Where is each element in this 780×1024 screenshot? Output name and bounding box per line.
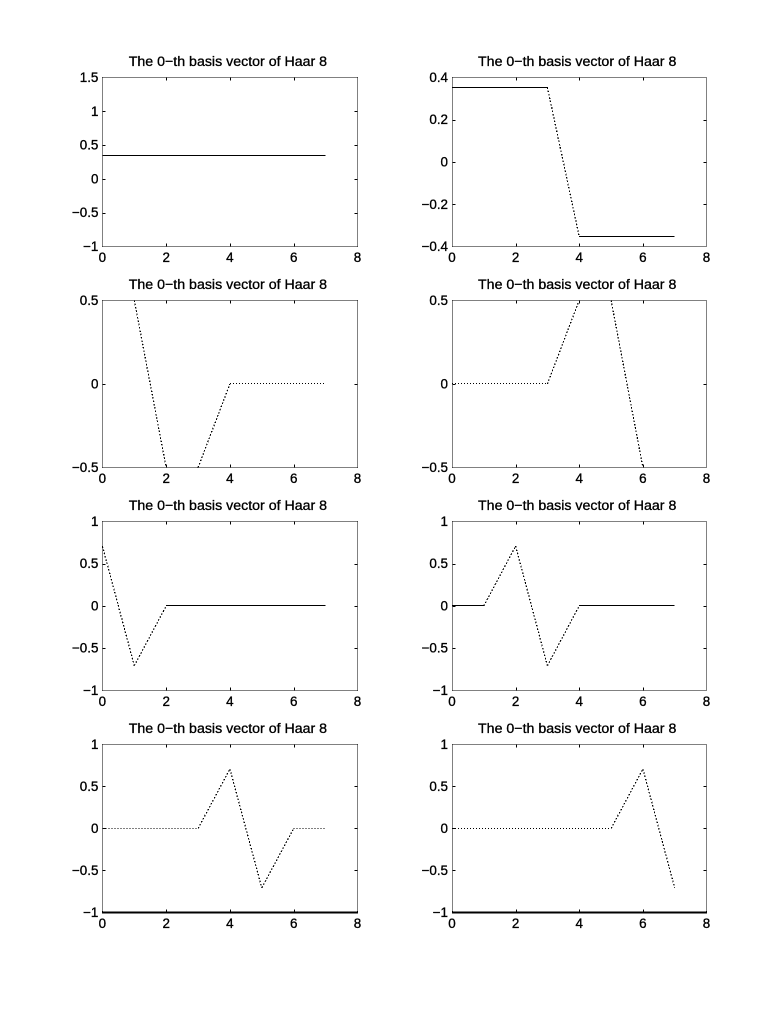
svg-text:1: 1	[91, 104, 98, 119]
svg-text:The 0−th basis vector of Haar: The 0−th basis vector of Haar 8	[129, 498, 327, 514]
svg-text:6: 6	[639, 471, 646, 486]
svg-text:2: 2	[512, 250, 519, 265]
svg-text:0.2: 0.2	[429, 112, 448, 127]
svg-text:−1: −1	[83, 683, 98, 698]
svg-text:8: 8	[354, 250, 361, 265]
svg-text:1.5: 1.5	[80, 70, 99, 85]
svg-text:8: 8	[354, 471, 361, 486]
svg-text:0: 0	[448, 916, 455, 931]
svg-text:4: 4	[226, 916, 234, 931]
svg-text:0: 0	[441, 376, 448, 391]
svg-text:The 0−th basis vector of Haar: The 0−th basis vector of Haar 8	[129, 54, 327, 70]
svg-text:−1: −1	[433, 683, 448, 698]
svg-text:−0.5: −0.5	[422, 460, 448, 475]
svg-text:0.5: 0.5	[80, 779, 99, 794]
svg-text:−0.5: −0.5	[72, 205, 98, 220]
svg-text:0.5: 0.5	[429, 779, 448, 794]
svg-text:8: 8	[703, 471, 710, 486]
svg-text:0.4: 0.4	[429, 70, 448, 85]
svg-text:The 0−th basis vector of Haar: The 0−th basis vector of Haar 8	[478, 277, 676, 293]
svg-text:2: 2	[162, 471, 169, 486]
svg-text:0: 0	[448, 694, 455, 709]
svg-text:1: 1	[441, 514, 448, 529]
svg-text:−1: −1	[83, 905, 98, 920]
svg-text:−0.5: −0.5	[72, 460, 98, 475]
svg-text:4: 4	[226, 694, 234, 709]
svg-text:−0.5: −0.5	[422, 641, 448, 656]
svg-text:8: 8	[354, 694, 361, 709]
svg-text:The 0−th basis vector of Haar: The 0−th basis vector of Haar 8	[478, 54, 676, 70]
svg-text:4: 4	[226, 250, 234, 265]
svg-text:6: 6	[290, 471, 297, 486]
svg-text:6: 6	[639, 250, 646, 265]
svg-text:2: 2	[162, 250, 169, 265]
svg-text:0.5: 0.5	[429, 293, 448, 308]
svg-text:0: 0	[91, 376, 98, 391]
svg-text:1: 1	[91, 514, 98, 529]
svg-text:0.5: 0.5	[429, 556, 448, 571]
svg-text:The 0−th basis vector of Haar: The 0−th basis vector of Haar 8	[478, 498, 676, 514]
svg-text:6: 6	[290, 916, 297, 931]
svg-text:−0.2: −0.2	[422, 197, 448, 212]
svg-text:4: 4	[575, 916, 583, 931]
svg-text:The 0−th basis vector of Haar: The 0−th basis vector of Haar 8	[129, 721, 327, 737]
svg-text:4: 4	[575, 694, 583, 709]
svg-text:−0.5: −0.5	[72, 863, 98, 878]
svg-text:0: 0	[99, 250, 106, 265]
svg-text:2: 2	[512, 694, 519, 709]
svg-text:−0.5: −0.5	[422, 863, 448, 878]
svg-text:8: 8	[703, 694, 710, 709]
svg-text:6: 6	[290, 694, 297, 709]
svg-text:0: 0	[448, 471, 455, 486]
svg-text:0: 0	[448, 250, 455, 265]
svg-text:0.5: 0.5	[80, 293, 99, 308]
svg-text:−1: −1	[83, 239, 98, 254]
svg-text:8: 8	[354, 916, 361, 931]
svg-text:8: 8	[703, 916, 710, 931]
svg-text:0.5: 0.5	[80, 138, 99, 153]
svg-text:2: 2	[162, 916, 169, 931]
svg-text:4: 4	[226, 471, 234, 486]
svg-text:The 0−th basis vector of Haar: The 0−th basis vector of Haar 8	[478, 721, 676, 737]
svg-text:0: 0	[99, 916, 106, 931]
svg-text:1: 1	[441, 737, 448, 752]
svg-text:2: 2	[162, 694, 169, 709]
svg-text:2: 2	[512, 916, 519, 931]
svg-text:4: 4	[575, 471, 583, 486]
svg-text:2: 2	[512, 471, 519, 486]
svg-text:The 0−th basis vector of Haar: The 0−th basis vector of Haar 8	[129, 277, 327, 293]
svg-text:8: 8	[703, 250, 710, 265]
svg-text:−1: −1	[433, 905, 448, 920]
svg-text:−0.5: −0.5	[72, 641, 98, 656]
svg-text:6: 6	[639, 694, 646, 709]
svg-text:0: 0	[91, 821, 98, 836]
svg-text:−0.4: −0.4	[422, 239, 449, 254]
svg-text:4: 4	[575, 250, 583, 265]
svg-text:0: 0	[99, 694, 106, 709]
svg-text:1: 1	[91, 737, 98, 752]
svg-text:0: 0	[441, 155, 448, 170]
svg-text:0: 0	[99, 471, 106, 486]
svg-text:0: 0	[441, 821, 448, 836]
svg-text:0: 0	[91, 171, 98, 186]
svg-text:0: 0	[441, 598, 448, 613]
svg-text:0.5: 0.5	[80, 556, 99, 571]
svg-text:6: 6	[639, 916, 646, 931]
svg-text:6: 6	[290, 250, 297, 265]
svg-text:0: 0	[91, 598, 98, 613]
